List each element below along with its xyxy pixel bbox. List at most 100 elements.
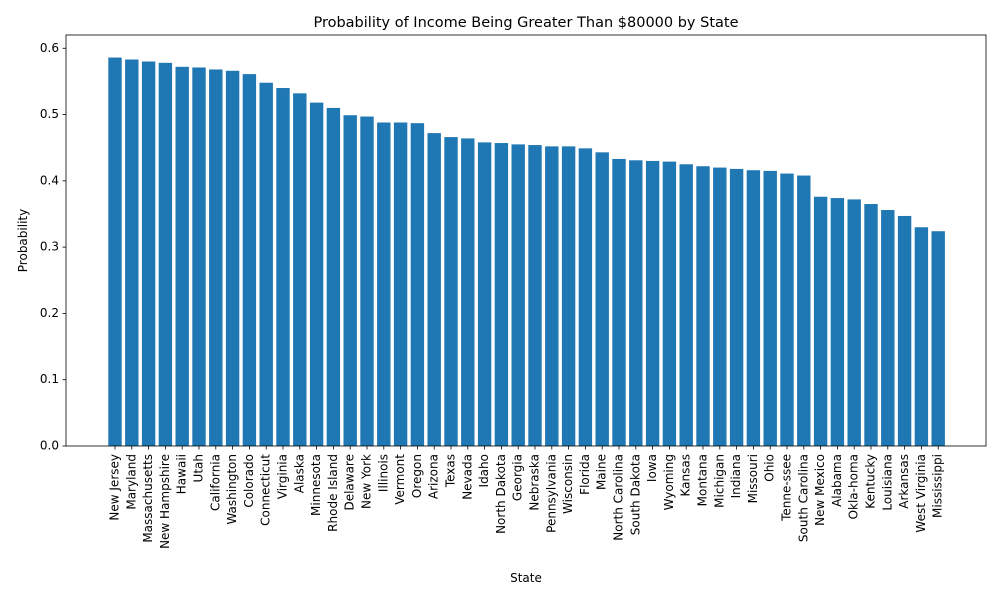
x-tick-label: Wisconsin: [561, 454, 575, 514]
bar: [360, 116, 374, 446]
bar: [914, 227, 929, 446]
bar: [494, 143, 509, 447]
bar: [276, 88, 290, 446]
bar: [141, 61, 156, 447]
bar: [612, 158, 626, 446]
y-tick-label: 0.6: [40, 41, 59, 55]
bar: [511, 144, 525, 446]
x-tick-label: Kansas: [679, 454, 693, 496]
bar: [830, 198, 845, 446]
x-tick-label: Arizona: [427, 454, 441, 499]
bar: [393, 122, 408, 446]
bar: [528, 145, 542, 447]
bar: [427, 133, 441, 447]
x-tick-label: Vermont: [393, 454, 407, 505]
y-tick-label: 0.5: [40, 107, 59, 121]
x-tick-label: Okla-homa: [847, 454, 861, 519]
x-tick-label: Massachusetts: [141, 454, 155, 543]
x-tick-label: Colorado: [242, 454, 256, 508]
bar: [713, 167, 727, 446]
bar: [578, 148, 593, 447]
chart-title: Probability of Income Being Greater Than…: [313, 15, 738, 31]
x-tick-label: Utah: [192, 454, 206, 482]
x-tick-label: Texas: [444, 454, 458, 488]
x-tick-label: Alaska: [292, 454, 306, 493]
y-tick-label: 0.2: [40, 306, 59, 320]
x-tick-label: South Carolina: [796, 454, 810, 542]
bar: [377, 122, 391, 446]
x-tick-label: Maryland: [124, 454, 138, 510]
bar: [763, 170, 777, 446]
x-tick-label: Connecticut: [259, 454, 273, 526]
bar: [696, 166, 710, 446]
y-tick-label: 0.0: [40, 439, 59, 453]
x-tick-label: Arkansas: [897, 454, 911, 509]
bar: [242, 74, 257, 447]
bar: [847, 199, 861, 446]
x-tick-label: Florida: [578, 454, 592, 495]
bar: [309, 102, 324, 447]
x-tick-label: Idaho: [477, 454, 491, 487]
y-tick-label: 0.4: [40, 173, 59, 187]
bar: [780, 173, 794, 447]
y-axis: 0.0 0.1 0.2 0.3 0.4 0.5 0.6: [40, 41, 66, 453]
x-tick-label: Nevada: [460, 454, 474, 500]
x-tick-label: Nebraska: [528, 454, 542, 511]
bar: [192, 67, 206, 446]
bar: [477, 142, 492, 446]
x-axis: New Jersey Maryland Massachusetts New Hamps…: [108, 446, 945, 549]
bar: [444, 137, 458, 446]
x-tick-label: Illinois: [376, 454, 390, 492]
bar: [343, 115, 357, 447]
x-tick-label: Minnesota: [309, 454, 323, 516]
bar: [561, 146, 576, 446]
bar: [931, 231, 945, 446]
x-tick-label: Pennsylvania: [544, 454, 558, 533]
y-tick-label: 0.1: [40, 372, 59, 386]
bar: [461, 138, 475, 446]
bar: [813, 196, 828, 446]
bar: [545, 146, 559, 446]
x-tick-label: North Dakota: [494, 454, 508, 534]
x-tick-label: Virginia: [276, 454, 290, 499]
x-tick-label: Iowa: [645, 454, 659, 482]
x-tick-label: Oregon: [410, 454, 424, 498]
bar: [645, 160, 660, 446]
bar: [729, 168, 744, 446]
x-axis-title: State: [510, 571, 542, 585]
x-tick-label: Wyoming: [662, 454, 676, 510]
x-tick-label: Louisiana: [880, 454, 894, 511]
x-tick-label: Indiana: [729, 454, 743, 498]
bar: [293, 93, 307, 446]
bar: [864, 204, 878, 446]
x-tick-label: Alabama: [830, 454, 844, 507]
x-tick-label: New Hampshire: [158, 454, 172, 549]
bar: [225, 70, 240, 447]
bar: [897, 215, 912, 446]
bar: [679, 164, 693, 446]
x-tick-label: Mississippi: [931, 454, 945, 518]
x-tick-label: South Dakota: [628, 454, 642, 535]
x-tick-label: Rhode Island: [326, 454, 340, 532]
bar: [108, 57, 122, 446]
x-tick-label: Missouri: [746, 454, 760, 503]
y-axis-title: Probability: [16, 209, 30, 272]
bar: [125, 59, 139, 446]
x-tick-label: Washington: [225, 454, 239, 525]
x-tick-label: Maine: [595, 454, 609, 490]
x-tick-label: West Virginia: [914, 454, 928, 533]
x-tick-label: Ohio: [763, 454, 777, 482]
bar: [881, 210, 895, 446]
x-tick-label: New Mexico: [813, 454, 827, 526]
bar: [175, 66, 189, 446]
bar: [410, 123, 425, 447]
x-tick-label: Georgia: [511, 454, 525, 501]
x-tick-label: North Carolina: [612, 454, 626, 541]
x-tick-label: Tenne-ssee: [780, 454, 794, 522]
bar: [746, 170, 761, 447]
bar: [209, 69, 223, 446]
x-tick-label: Kentucky: [864, 454, 878, 509]
bar: [662, 161, 677, 447]
